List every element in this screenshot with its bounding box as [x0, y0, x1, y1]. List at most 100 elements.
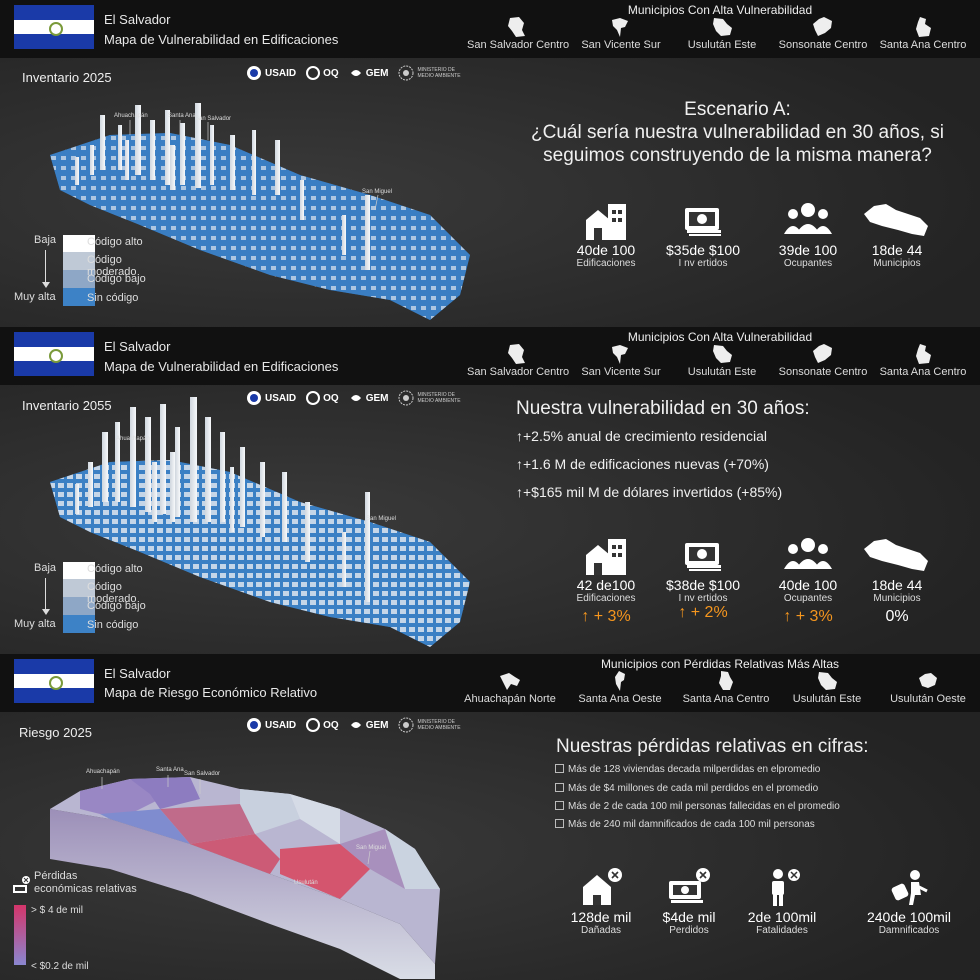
map-label: San Miguel	[356, 845, 386, 851]
municipalities-title: Municipios Con Alta Vulnerabilidad	[627, 330, 813, 344]
stat-unit: Ocupantes	[783, 593, 833, 604]
map-subtitle: Mapa de Riesgo Económico Relativo	[104, 685, 318, 700]
usaid-logo: USAID	[246, 65, 296, 81]
legend-item: Código bajo	[87, 600, 146, 612]
map-subtitle: Mapa de Vulnerabilidad en Edificaciones	[104, 359, 339, 374]
legend-item: Sin código	[87, 619, 139, 631]
el-salvador-flag	[14, 332, 94, 376]
map-subtitle: Mapa de Vulnerabilidad en Edificaciones	[104, 32, 339, 47]
legend-item: Código alto	[87, 236, 143, 248]
panel-vulnerability-2055: El Salvador Mapa de Vulnerabilidad en Ed…	[0, 327, 980, 654]
municipality-item: Usulután Este	[672, 14, 772, 51]
el-salvador-flag	[14, 659, 94, 703]
stat-value: 2de 100mil	[747, 909, 817, 925]
legend-arrow	[45, 578, 46, 611]
vulnerability-map-3d: Ahuachapán Santa Ana San Salvador San Mi…	[50, 103, 470, 320]
municipality-shape-icon	[500, 673, 520, 690]
municipality-shape-icon	[818, 672, 837, 690]
people-icon	[784, 538, 832, 569]
stat-unit: Dañadas	[580, 925, 622, 936]
money-loss-icon	[13, 876, 30, 893]
stat-unit: Municipios	[873, 258, 921, 269]
municipality-item: Sonsonate Centro	[773, 14, 873, 51]
building-icon	[586, 204, 626, 240]
municipalities-title: Municipios Con Alta Vulnerabilidad	[627, 3, 813, 17]
stat-unit: Ocupantes	[783, 258, 833, 269]
map-label: Usulután	[294, 880, 318, 886]
legend-item: Sin código	[87, 292, 139, 304]
stat-value: 40de 100	[576, 242, 636, 258]
legend-swatch	[63, 288, 95, 306]
stat-value: 128de mil	[570, 909, 632, 925]
stat-delta: ↑ + 3%	[581, 608, 631, 625]
panel-economic-risk: El Salvador Mapa de Riesgo Económico Rel…	[0, 654, 980, 980]
legend-swatch	[63, 252, 95, 270]
municipality-item: Usulután Este	[777, 668, 877, 705]
legend-item: Código moderado	[87, 254, 137, 278]
projection-bullet: ↑+$165 mil M de dólares invertidos (+85%…	[516, 484, 783, 500]
municipality-shape-icon	[916, 17, 931, 37]
municipality-shape-icon	[919, 673, 937, 688]
building-icon	[586, 539, 626, 575]
oq-logo: OQ	[306, 391, 339, 405]
projection-title: Nuestra vulnerabilidad en 30 años:	[516, 398, 810, 419]
country-name: El Salvador	[104, 339, 171, 354]
loss-bullet: Más de 2 de cada 100 mil personas fallec…	[555, 801, 840, 812]
stat-fatalities: 2de 100mil Fatalidades	[732, 867, 832, 936]
projection-bullet: ↑+1.6 M de edificaciones nuevas (+70%)	[516, 456, 769, 472]
ministry-logo: MINISTERIO DE MEDIO AMBIENTE	[398, 390, 461, 406]
legend-high-label: > $ 4 de mil	[31, 905, 83, 916]
panel-header: El Salvador Mapa de Riesgo Económico Rel…	[0, 654, 980, 712]
money-icon	[685, 208, 721, 236]
panel-header: El Salvador Mapa de Vulnerabilidad en Ed…	[0, 327, 980, 385]
stat-delta: ↑ + 3%	[783, 608, 833, 625]
map-label: Santa Ana	[156, 767, 184, 773]
loss-bullet: Más de $4 millones de cada mil perdidos …	[555, 783, 818, 794]
stat-occupants: 40de 100 Ocupantes ↑ + 3%	[758, 535, 858, 626]
stat-value: 240de 100mil	[866, 909, 952, 925]
municipality-shape-icon	[508, 17, 525, 37]
legend-swatch	[63, 270, 95, 288]
stat-unit: Damnificados	[878, 925, 940, 936]
oq-logo: OQ	[306, 66, 339, 80]
stat-invested: $38de $100 I nv ertidos ↑ + 2%	[653, 535, 753, 622]
legend-low-label: < $0.2 de mil	[31, 961, 89, 972]
country-name: El Salvador	[104, 12, 171, 27]
loss-gradient-bar	[14, 905, 26, 965]
panel-header: El Salvador Mapa de Vulnerabilidad en Ed…	[0, 0, 980, 58]
stat-value: 40de 100	[778, 577, 838, 593]
loss-figures-title: Nuestras pérdidas relativas en cifras:	[556, 736, 869, 757]
scenario-question-line-2: seguimos construyendo de la misma manera…	[543, 145, 932, 166]
municipality-item: San Salvador Centro	[467, 341, 569, 378]
municipality-shape-icon	[813, 344, 832, 363]
stat-displaced: 240de 100mil Damnificados	[859, 867, 959, 936]
municipality-item: San Vicente Sur	[571, 341, 671, 378]
country-name: El Salvador	[104, 666, 171, 681]
high-loss-municipalities: Municipios con Pérdidas Relativas Más Al…	[460, 654, 980, 712]
stat-value: 39de 100	[778, 242, 838, 258]
stat-damaged: 128de mil Dañadas	[551, 867, 651, 936]
municipality-item: Santa Ana Centro	[676, 668, 776, 705]
scenario-title: Escenario A:	[684, 99, 791, 120]
legend-swatch	[63, 235, 95, 252]
map-label: Ahuachapán	[86, 769, 120, 775]
displaced-person-icon	[891, 870, 928, 905]
stat-value: 42 de100	[576, 577, 636, 593]
stat-municipalities: 18de 44 Municipios 0%	[847, 535, 947, 626]
stat-delta: ↑ + 2%	[678, 604, 728, 621]
el-salvador-flag	[14, 5, 94, 49]
country-map-icon	[864, 204, 928, 236]
inventory-label: Riesgo 2025	[19, 725, 92, 740]
stat-municipalities: 18de 44 Municipios	[847, 200, 947, 269]
inventory-label: Inventario 2055	[22, 398, 112, 413]
municipalities-title: Municipios con Pérdidas Relativas Más Al…	[600, 657, 840, 671]
legend-item: Código moderado	[87, 581, 137, 605]
arrow-down-icon	[42, 282, 50, 288]
legend-swatch	[63, 579, 95, 597]
municipality-item: Ahuachapán Norte	[460, 668, 560, 705]
stat-value: $4de mil	[662, 909, 716, 925]
stat-unit: I nv ertidos	[678, 258, 728, 269]
economic-risk-map-3d: Ahuachapán Santa Ana San Salvador San Mi…	[50, 767, 440, 979]
scenario-text: Escenario A: ¿Cuál sería nuestra vulnera…	[505, 98, 970, 167]
municipality-shape-icon	[508, 344, 525, 364]
